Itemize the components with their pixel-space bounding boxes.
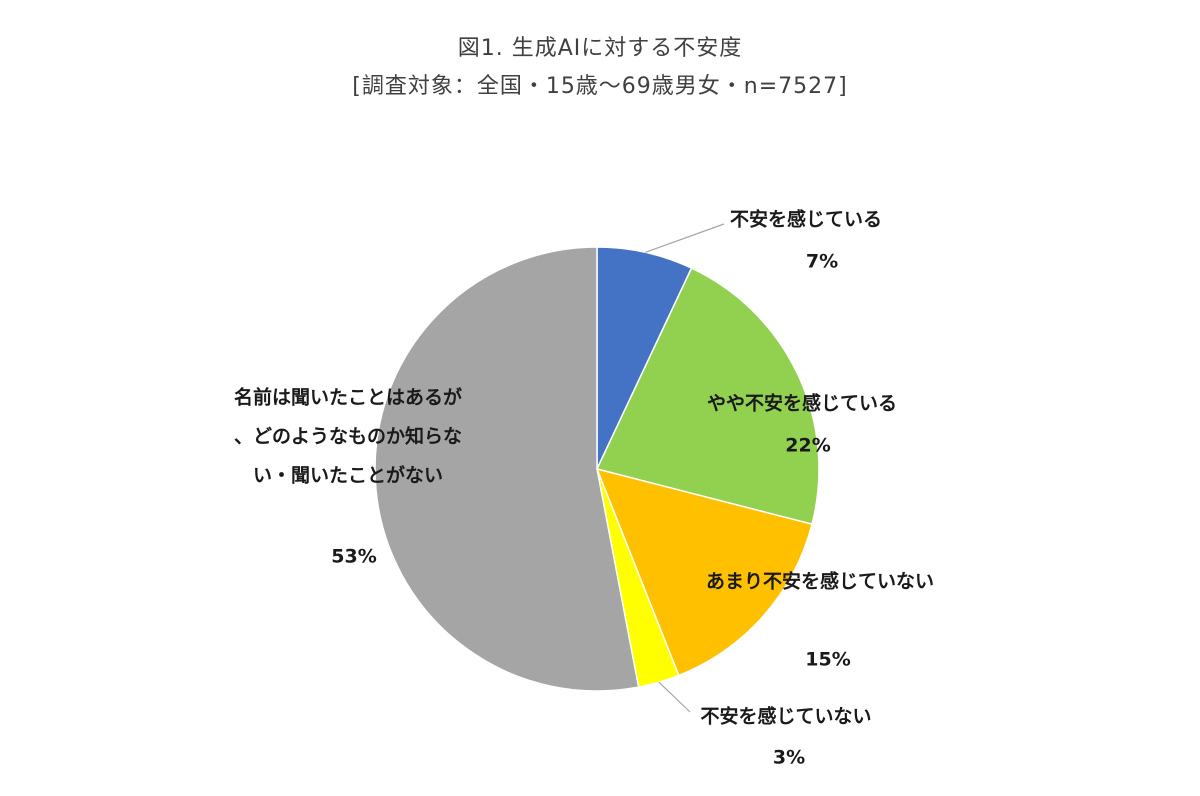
chart-title: 図1. 生成AIに対する不安度 — [457, 36, 743, 61]
chart-subtitle: [調査対象：全国・15歳～69歳男女・n=7527] — [352, 74, 848, 99]
pie-slice — [374, 246, 640, 692]
slice-value-label: 15% — [805, 649, 850, 671]
slice-label: 、どのようなものか知らな — [234, 425, 462, 448]
slice-label: 不安を感じている — [730, 208, 882, 231]
pie-slice — [595, 467, 813, 677]
pie-slice — [595, 267, 820, 526]
leader-line — [645, 223, 725, 253]
slice-label: 不安を感じていない — [700, 705, 871, 728]
slice-value-label: 7% — [806, 251, 838, 273]
slice-label: い・聞いたことがない — [253, 464, 443, 487]
slice-label: やや不安を感じている — [707, 392, 897, 415]
leader-line — [658, 681, 691, 713]
slice-label: 名前は聞いたことはあるが — [234, 386, 462, 409]
slice-value-label: 3% — [773, 747, 805, 769]
slice-value-label: 22% — [785, 435, 830, 457]
slice-value-label: 53% — [331, 546, 376, 568]
slice-label: あまり不安を感じていない — [706, 570, 934, 593]
